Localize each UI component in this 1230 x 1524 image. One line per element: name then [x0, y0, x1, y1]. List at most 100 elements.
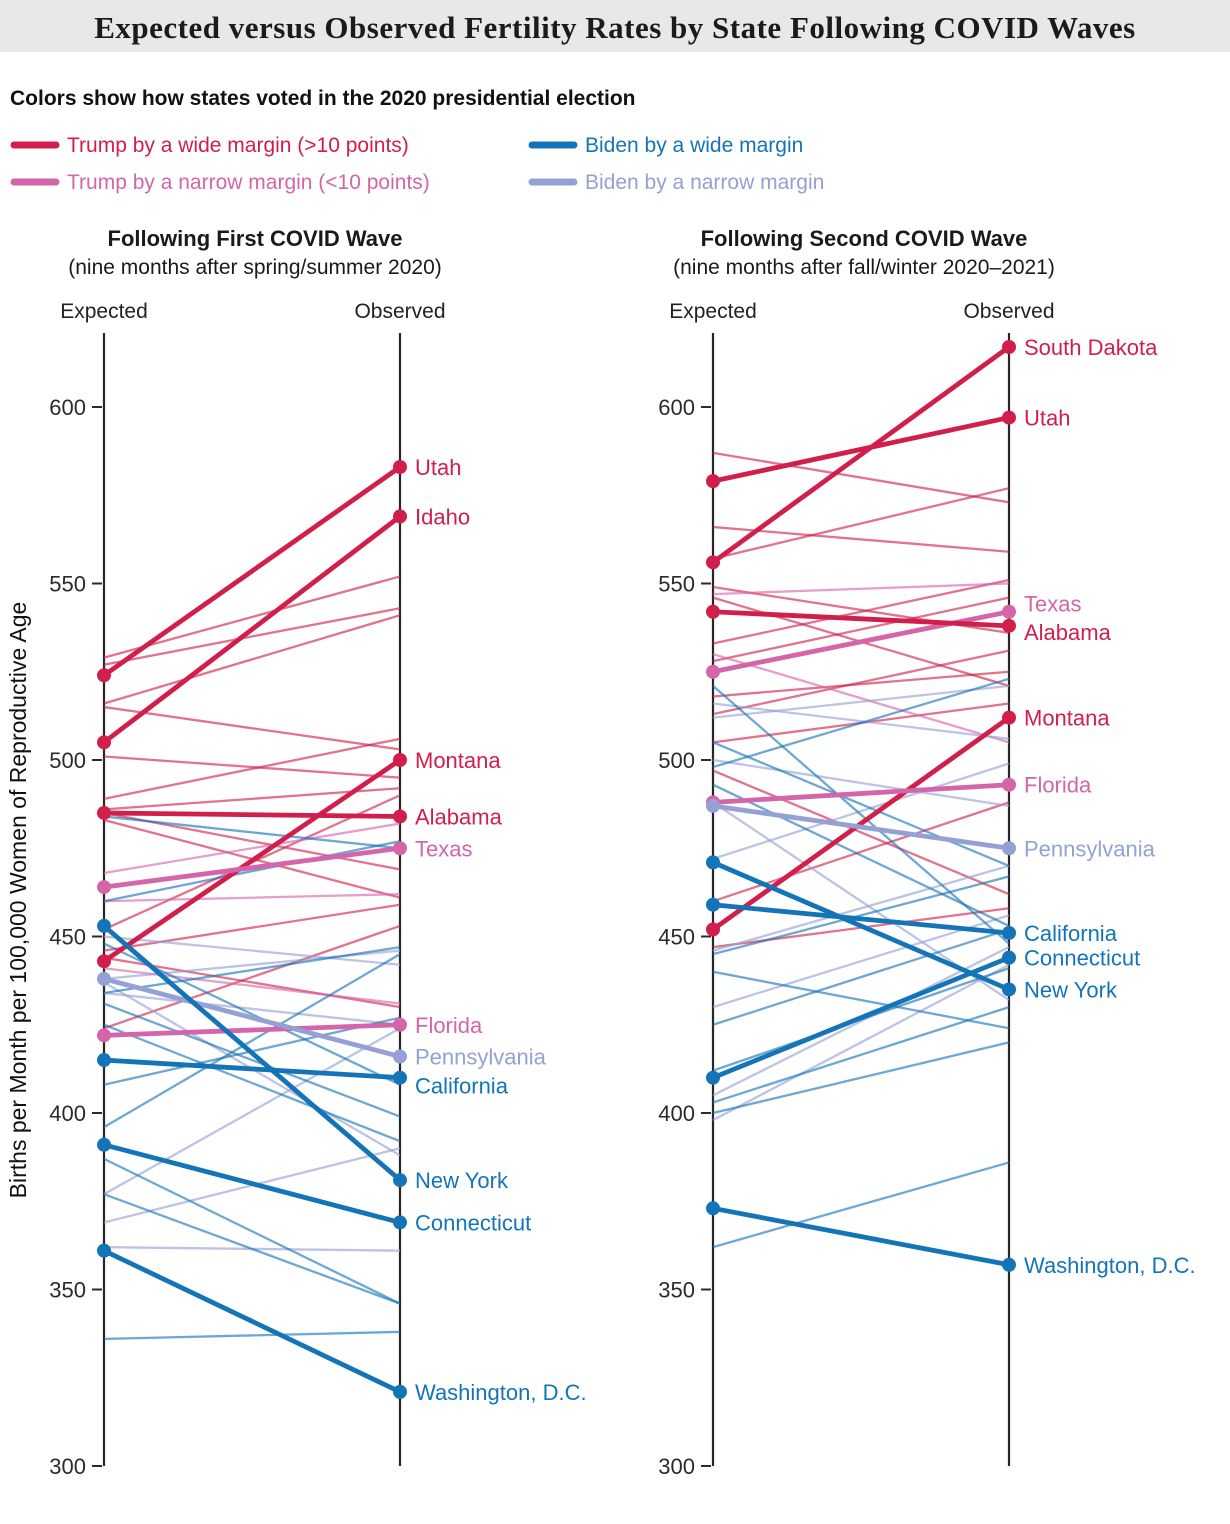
- state-label: Idaho: [415, 504, 470, 529]
- tick-label: 550: [49, 572, 86, 597]
- expected-dot: [706, 664, 720, 679]
- slope-line-new-york: [102, 924, 402, 1182]
- tick-label: 400: [658, 1101, 695, 1126]
- observed-dot: [1002, 410, 1016, 425]
- observed-dot: [393, 1384, 407, 1399]
- background-slope-line: [712, 685, 1010, 945]
- expected-dot: [706, 855, 720, 870]
- background-slope-line: [103, 1002, 401, 1118]
- state-label: Utah: [415, 455, 461, 480]
- background-slope-line: [712, 928, 1010, 1026]
- expected-dot: [706, 604, 720, 619]
- slope-chart-first-wave: 600 550 500 450 400 350 300 Utah Idaho Montana Ala…: [49, 333, 587, 1479]
- state-label: Montana: [415, 748, 501, 773]
- state-label: Utah: [1024, 406, 1070, 431]
- background-slope-line: [712, 970, 1010, 1030]
- slope-line-washington-d-c-: [102, 1248, 402, 1395]
- tick-label: 300: [658, 1454, 695, 1479]
- background-slope-line: [103, 822, 401, 875]
- observed-dot: [393, 460, 407, 475]
- panel-title-second-wave: Following Second COVID Wave: [701, 226, 1028, 251]
- background-slope-line: [712, 487, 1010, 560]
- background-slope-line: [712, 875, 1010, 956]
- observed-dot: [1002, 950, 1016, 965]
- observed-dot: [1002, 925, 1016, 940]
- state-label: Pennsylvania: [415, 1045, 547, 1070]
- observed-dot: [393, 809, 407, 824]
- tick-label: 450: [658, 925, 695, 950]
- background-slope-line: [712, 762, 1010, 860]
- slope-line-montana: [711, 715, 1011, 932]
- background-slope-line: [103, 1023, 401, 1143]
- panel-subtitle-first-wave: (nine months after spring/summer 2020): [68, 256, 442, 279]
- expected-dot: [97, 954, 111, 969]
- state-label: Connecticut: [415, 1210, 531, 1235]
- slope-line-utah: [102, 465, 402, 678]
- background-slope-line: [103, 1027, 401, 1196]
- column-header-expected-right: Expected: [669, 300, 757, 323]
- observed-dot: [393, 1070, 407, 1085]
- expected-dot: [97, 1243, 111, 1258]
- slope-line-florida: [103, 1022, 401, 1038]
- background-slope-line: [712, 963, 1010, 1122]
- slope-line-connecticut: [103, 1142, 401, 1225]
- state-label: California: [1024, 921, 1118, 946]
- tick-label: 350: [658, 1278, 695, 1303]
- state-label: Florida: [1024, 773, 1092, 798]
- slope-line-pennsylvania: [103, 976, 401, 1059]
- background-slope-line: [712, 525, 1010, 553]
- slope-line-florida: [712, 782, 1010, 805]
- background-slope-line: [712, 582, 1010, 596]
- slope-line-utah: [712, 415, 1010, 484]
- observed-dot: [1002, 339, 1016, 354]
- column-header-observed-left: Observed: [354, 300, 445, 323]
- slope-line-alabama: [103, 810, 401, 819]
- observed-dot: [1002, 710, 1016, 725]
- background-slope-line: [712, 684, 1010, 719]
- background-slope-line: [103, 755, 401, 779]
- slope-line-idaho: [102, 514, 402, 745]
- state-label: Connecticut: [1024, 946, 1140, 971]
- tick-label: 600: [658, 395, 695, 420]
- legend-label-biden-narrow: Biden by a narrow margin: [585, 171, 824, 194]
- state-label: Washington, D.C.: [415, 1380, 587, 1405]
- observed-dot: [393, 1215, 407, 1230]
- background-slope-line: [712, 652, 1010, 744]
- tick-label: 400: [49, 1101, 86, 1126]
- column-header-expected-left: Expected: [60, 300, 148, 323]
- legend-label-trump-narrow: Trump by a narrow margin (<10 points): [67, 171, 430, 194]
- background-slope-line: [712, 649, 1010, 716]
- slope-line-california: [712, 902, 1010, 936]
- column-header-observed-right: Observed: [963, 300, 1054, 323]
- background-slope-line: [712, 783, 1010, 927]
- background-slope-line: [712, 596, 1010, 663]
- background-slope-line: [103, 815, 401, 850]
- tick-label: 350: [49, 1278, 86, 1303]
- state-label: South Dakota: [1024, 335, 1158, 360]
- background-slope-line: [103, 1157, 401, 1305]
- observed-dot: [1002, 841, 1016, 856]
- expected-dot: [706, 555, 720, 570]
- slope-line-pennsylvania: [712, 803, 1010, 851]
- slope-line-washington-d-c-: [712, 1205, 1010, 1268]
- background-slope-line: [103, 1330, 401, 1341]
- state-label: Washington, D.C.: [1024, 1253, 1196, 1278]
- background-slope-line: [103, 892, 401, 903]
- expected-dot: [97, 1028, 111, 1043]
- state-label: California: [415, 1074, 509, 1099]
- expected-dot: [97, 971, 111, 986]
- expected-dot: [97, 1053, 111, 1068]
- expected-dot: [97, 668, 111, 683]
- background-slope-line: [103, 705, 401, 751]
- observed-dot: [393, 1049, 407, 1064]
- state-label: Texas: [415, 836, 472, 861]
- observed-dot: [393, 841, 407, 856]
- background-slope-line: [103, 945, 401, 995]
- observed-dot: [393, 753, 407, 767]
- background-slope-line: [712, 946, 1010, 1097]
- expected-dot: [706, 474, 720, 489]
- expected-dot: [706, 922, 720, 937]
- state-label: Texas: [1024, 592, 1081, 617]
- legend-title: Colors show how states voted in the 2020…: [10, 87, 636, 110]
